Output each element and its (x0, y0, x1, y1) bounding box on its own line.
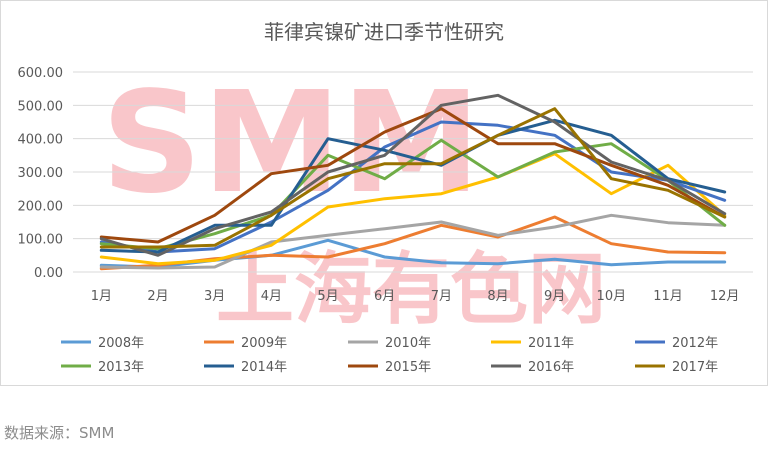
x-tick-label: 8月 (487, 289, 508, 304)
legend-label: 2008年 (98, 336, 144, 351)
y-tick-label: 500.00 (18, 99, 64, 114)
series-lines (99, 93, 727, 271)
legend-label: 2011年 (528, 336, 574, 351)
legend-label: 2012年 (672, 336, 718, 351)
series-line (99, 93, 727, 257)
legend-label: 2016年 (528, 360, 574, 375)
x-tick-label: 2月 (147, 289, 168, 304)
series-line (99, 120, 727, 254)
legend-label: 2014年 (241, 360, 287, 375)
y-tick-label: 0.00 (34, 266, 63, 281)
chart-title: 菲律宾镍矿进口季节性研究 (264, 20, 504, 44)
x-tick-label: 1月 (91, 289, 112, 304)
chart-frame: SMM 上海有色网 菲律宾镍矿进口季节性研究 0.00 100.00 200.00 3… (0, 0, 768, 386)
legend: 2008年 2009年 2010年 2011年 2012年 2013年 2014年 2015年… (61, 336, 718, 375)
x-tick-label: 4月 (261, 289, 282, 304)
line-chart: SMM 上海有色网 菲律宾镍矿进口季节性研究 0.00 100.00 200.00 3… (18, 20, 753, 375)
source-note: 数据来源：SMM (4, 424, 115, 442)
x-tick-label: 7月 (431, 289, 452, 304)
watermark: SMM 上海有色网 (101, 62, 606, 335)
y-axis-ticks: 0.00 100.00 200.00 300.00 400.00 500.00 600.00 (18, 66, 64, 281)
x-tick-label: 10月 (597, 289, 627, 304)
x-tick-label: 3月 (204, 289, 225, 304)
y-tick-label: 100.00 (18, 233, 64, 248)
series-line (99, 138, 727, 251)
x-tick-label: 5月 (317, 289, 338, 304)
legend-label: 2013年 (98, 360, 144, 375)
series-line (99, 152, 727, 266)
y-tick-label: 600.00 (18, 66, 64, 81)
svg-text:SMM: SMM (101, 62, 480, 225)
series-line (99, 118, 727, 254)
legend-label: 2010年 (385, 336, 431, 351)
legend-label: 2009年 (241, 336, 287, 351)
y-tick-label: 400.00 (18, 133, 64, 148)
y-tick-label: 200.00 (18, 199, 64, 214)
y-tick-label: 300.00 (18, 166, 64, 181)
series-line (99, 107, 727, 244)
x-axis-ticks: 1月 2月 3月 4月 5月 6月 7月 8月 9月 10月 11月 12月 (91, 289, 740, 304)
x-tick-label: 12月 (710, 289, 740, 304)
legend-label: 2017年 (672, 360, 718, 375)
x-tick-label: 9月 (544, 289, 565, 304)
x-tick-label: 6月 (374, 289, 395, 304)
x-tick-label: 11月 (653, 289, 683, 304)
legend-label: 2015年 (385, 360, 431, 375)
series-line (99, 107, 727, 249)
series-line (99, 213, 727, 270)
